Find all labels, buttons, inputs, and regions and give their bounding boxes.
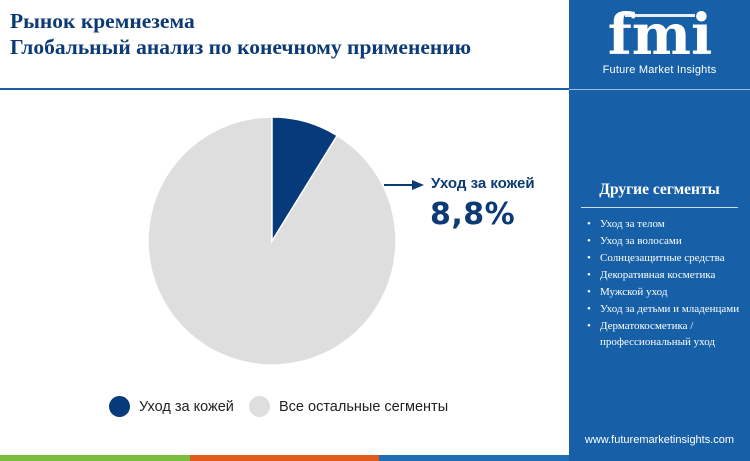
chart-title: Рынок кремнезема Глобальный анализ по ко… [10,8,566,60]
segment-item: Декоративная косметика [586,267,746,283]
pie-chart [147,116,424,366]
segment-item: Дерматокосметика / профессиональный уход [586,318,746,350]
brand-subtitle: Future Market Insights [602,64,717,76]
callout-arrow-head [412,180,424,190]
segment-item: Мужской уход [586,284,746,300]
bottom-bar-blue [379,455,570,461]
bottom-bar-green [0,455,190,461]
legend-swatch-skincare [109,396,130,417]
chart-title-line-2: Глобальный анализ по конечному применени… [10,35,472,59]
legend-swatch-other [249,396,270,417]
website-url: www.futuremarketinsights.com [584,434,735,446]
legend-item-skincare: Уход за кожей [109,396,234,417]
legend-item-other: Все остальные сегменты [249,396,448,417]
title-divider [0,88,569,90]
bottom-bar-orange [189,455,380,461]
segment-item: Уход за детьми и младенцами [586,301,746,317]
segments-title: Другие сегменты [599,181,720,198]
fmi-logo-text: fmi [608,10,713,58]
sidebar-divider [569,89,750,90]
callout-label: Уход за кожей [431,175,535,192]
pie-slice-skincare [271,116,339,244]
legend-label-other: Все остальные сегменты [279,398,449,415]
segment-item: Солнцезащитные средства [586,250,746,266]
callout-value: 8,8% [430,197,516,232]
bottom-color-bar [0,455,570,461]
sidebar: fmi Future Market Insights Другие сегмен… [569,0,750,461]
segments-list: Уход за телом Уход за волосами Солнцезащ… [586,216,746,351]
segment-item: Уход за волосами [586,233,746,249]
segment-item: Уход за телом [586,216,746,232]
chart-title-line-1: Рынок кремнезема [10,9,195,33]
segments-divider [581,207,738,208]
fmi-logo: fmi [608,10,713,58]
legend-label-skincare: Уход за кожей [139,398,234,415]
